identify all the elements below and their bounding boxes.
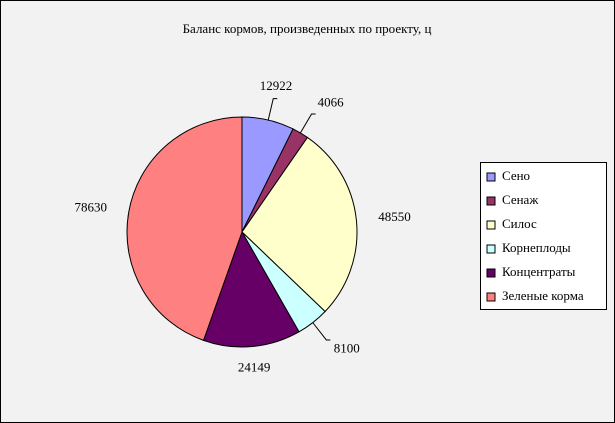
pie-slice: [241, 136, 358, 313]
legend-swatch: [486, 172, 496, 182]
legend-label: Зеленые корма: [502, 288, 584, 303]
data-label: 78630: [74, 200, 107, 215]
legend-swatch: [486, 292, 496, 302]
chart-title: Баланс кормов, произведенных по проекту,…: [183, 21, 432, 36]
data-label: 8100: [334, 340, 360, 355]
data-label: 48550: [378, 209, 411, 224]
leader-line: [312, 322, 331, 341]
legend-box: [480, 162, 607, 310]
legend-swatch: [486, 244, 496, 254]
pie-slice: [126, 116, 243, 342]
legend-label: Корнеплоды: [502, 240, 571, 255]
legend-swatch: [486, 268, 496, 278]
data-label: 4066: [318, 95, 345, 110]
leader-line: [267, 98, 278, 121]
legend-swatch: [486, 196, 496, 206]
data-label: 12922: [260, 78, 293, 93]
legend-label: Сено: [502, 168, 530, 183]
legend-label: Сенаж: [502, 192, 539, 207]
legend-label: Силос: [502, 216, 537, 231]
legend-label: Концентраты: [502, 264, 576, 279]
data-label: 24149: [238, 359, 271, 374]
legend-swatch: [486, 220, 496, 230]
leader-line: [299, 113, 316, 134]
pie-slice: [202, 230, 300, 348]
